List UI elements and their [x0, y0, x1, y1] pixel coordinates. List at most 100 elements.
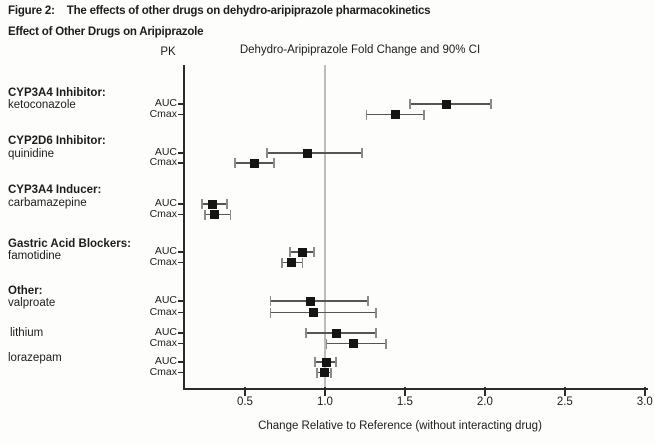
pk-metric-label-famotidine-cmax: Cmax: [149, 255, 177, 268]
x-axis-tick-label-2.0: 2.0: [476, 396, 493, 408]
y-axis-tick-lorazepam-auc: [178, 361, 183, 363]
pk-metric-label-famotidine-auc: AUC: [154, 245, 177, 257]
point-marker-lorazepam-cmax: [320, 368, 330, 377]
x-axis-title: Change Relative to Reference (without in…: [258, 420, 542, 432]
point-marker-ketoconazole-cmax: [390, 110, 400, 119]
group-header-gastric-acid-blockers: Gastric Acid Blockers:: [8, 238, 131, 250]
x-axis-tick-label-1.0: 1.0: [316, 396, 333, 408]
ci-cap-high-lithium-cmax: [384, 338, 387, 349]
plot-area: 0.5 1.0 1.5 2.0 2.5 3.0: [178, 65, 653, 408]
pk-column-header: PK: [160, 46, 176, 58]
pk-metric-label-valproate-auc: AUC: [154, 294, 177, 306]
point-marker-lithium-auc: [331, 328, 341, 338]
ci-cap-high-ketoconazole-auc: [490, 99, 493, 109]
point-marker-lithium-cmax: [349, 339, 359, 348]
ci-cap-low-quinidine-cmax: [234, 158, 237, 168]
x-axis-tick-3.0: [644, 387, 646, 396]
ci-cap-high-ketoconazole-cmax: [423, 109, 425, 120]
point-marker-valproate-cmax: [309, 308, 319, 317]
pk-metric-label-ketoconazole-auc: AUC: [154, 97, 177, 109]
group-header-cyp3a4-inhibitor: CYP3A4 Inhibitor:: [8, 87, 106, 99]
reference-line: [324, 65, 326, 388]
x-axis-tick-2.0: [484, 387, 486, 396]
ci-cap-low-famotidine-cmax: [280, 257, 283, 268]
point-marker-carbamazepine-cmax: [210, 210, 220, 219]
y-axis-tick-famotidine-auc: [178, 251, 183, 253]
ci-cap-high-lithium-auc: [375, 328, 377, 338]
ci-cap-low-lorazepam-cmax: [316, 367, 318, 378]
y-axis-tick-lorazepam-cmax: [178, 371, 183, 374]
point-marker-lorazepam-auc: [322, 357, 332, 367]
pk-metric-label-lithium-cmax: Cmax: [149, 336, 177, 349]
pk-metric-label-carbamazepine-cmax: Cmax: [149, 207, 177, 220]
ci-cap-low-ketoconazole-auc: [408, 99, 411, 109]
y-axis-tick-lithium-cmax: [178, 342, 183, 345]
ci-cap-high-carbamazepine-cmax: [229, 209, 232, 220]
figure-subtitle: Effect of Other Drugs on Aripiprazole: [8, 26, 204, 38]
ci-cap-high-famotidine-auc: [312, 247, 315, 257]
x-axis-tick-1.0: [324, 387, 326, 396]
ci-bar-valproate-cmax: [270, 311, 377, 314]
drug-label-famotidine: famotidine: [8, 250, 62, 262]
pk-metric-label-lorazepam-cmax: Cmax: [149, 365, 177, 378]
pk-metric-label-quinidine-auc: AUC: [154, 146, 177, 158]
y-axis-tick-valproate-cmax: [178, 311, 183, 314]
figure-number-label: Figure 2:: [8, 5, 55, 17]
x-axis-tick-label-1.5: 1.5: [396, 396, 413, 408]
y-axis-tick-valproate-auc: [178, 300, 183, 302]
point-marker-ketoconazole-auc: [441, 99, 451, 109]
y-axis-tick-ketoconazole-auc: [178, 103, 183, 105]
ci-cap-high-quinidine-cmax: [272, 158, 275, 168]
x-axis-tick-0.5: [244, 387, 246, 396]
pk-metric-label-carbamazepine-auc: AUC: [154, 197, 177, 209]
pk-metric-label-lorazepam-auc: AUC: [154, 355, 177, 367]
figure-title: Figure 2: The effects of other drugs on d…: [8, 5, 431, 17]
ci-cap-high-lorazepam-auc: [335, 357, 338, 367]
ci-cap-low-carbamazepine-cmax: [204, 209, 206, 220]
x-axis-tick-label-3.0: 3.0: [636, 396, 653, 408]
group-header-cyp3a4-inducer: CYP3A4 Inducer:: [8, 184, 102, 196]
drug-label-valproate: valproate: [8, 297, 56, 309]
ci-bar-lithium-auc: [305, 332, 377, 334]
ci-cap-low-lithium-auc: [304, 328, 307, 338]
y-axis-tick-lithium-auc: [178, 332, 183, 334]
x-axis-tick-2.5: [564, 387, 566, 396]
pk-metric-label-ketoconazole-cmax: Cmax: [149, 107, 177, 120]
y-axis-tick-quinidine-auc: [178, 152, 183, 154]
ci-cap-low-famotidine-auc: [288, 247, 291, 257]
drug-label-lorazepam: lorazepam: [8, 352, 62, 364]
ci-cap-high-lorazepam-cmax: [330, 367, 333, 378]
pk-metric-label-lithium-auc: AUC: [154, 326, 177, 338]
drug-label-carbamazepine: carbamazepine: [8, 197, 87, 209]
ci-cap-low-valproate-auc: [269, 296, 272, 306]
y-axis-tick-ketoconazole-cmax: [178, 113, 183, 116]
ci-cap-high-valproate-cmax: [375, 307, 377, 318]
ci-cap-low-ketoconazole-cmax: [365, 109, 368, 120]
ci-cap-low-lorazepam-auc: [314, 357, 317, 367]
x-axis-tick-label-2.5: 2.5: [556, 396, 573, 408]
ci-cap-low-lithium-cmax: [325, 338, 328, 349]
pk-metric-label-quinidine-cmax: Cmax: [149, 156, 177, 168]
figure-title-text: The effects of other drugs on dehydro-ar…: [66, 5, 431, 17]
ci-cap-high-carbamazepine-auc: [226, 199, 229, 209]
ci-bar-valproate-auc: [270, 300, 369, 302]
y-axis-tick-carbamazepine-cmax: [178, 213, 183, 216]
ci-cap-high-valproate-auc: [367, 296, 370, 306]
drug-label-lithium: lithium: [10, 327, 44, 339]
ci-cap-high-famotidine-cmax: [301, 257, 304, 268]
point-marker-quinidine-auc: [302, 148, 312, 158]
x-axis-tick-label-0.5: 0.5: [236, 396, 253, 408]
point-marker-famotidine-auc: [298, 247, 308, 257]
ci-cap-low-carbamazepine-auc: [200, 199, 203, 209]
drug-label-ketoconazole: ketoconazole: [8, 99, 76, 111]
ci-cap-low-valproate-cmax: [269, 307, 272, 318]
group-header-cyp2d6-inhibitor: CYP2D6 Inhibitor:: [8, 135, 106, 147]
drug-label-quinidine: quinidine: [8, 148, 55, 160]
y-axis-tick-famotidine-cmax: [178, 261, 183, 264]
ci-bar-quinidine-auc: [267, 152, 362, 154]
point-marker-valproate-auc: [306, 296, 316, 306]
y-axis-tick-carbamazepine-auc: [178, 203, 183, 205]
point-marker-quinidine-cmax: [250, 158, 260, 168]
point-marker-famotidine-cmax: [286, 258, 296, 267]
